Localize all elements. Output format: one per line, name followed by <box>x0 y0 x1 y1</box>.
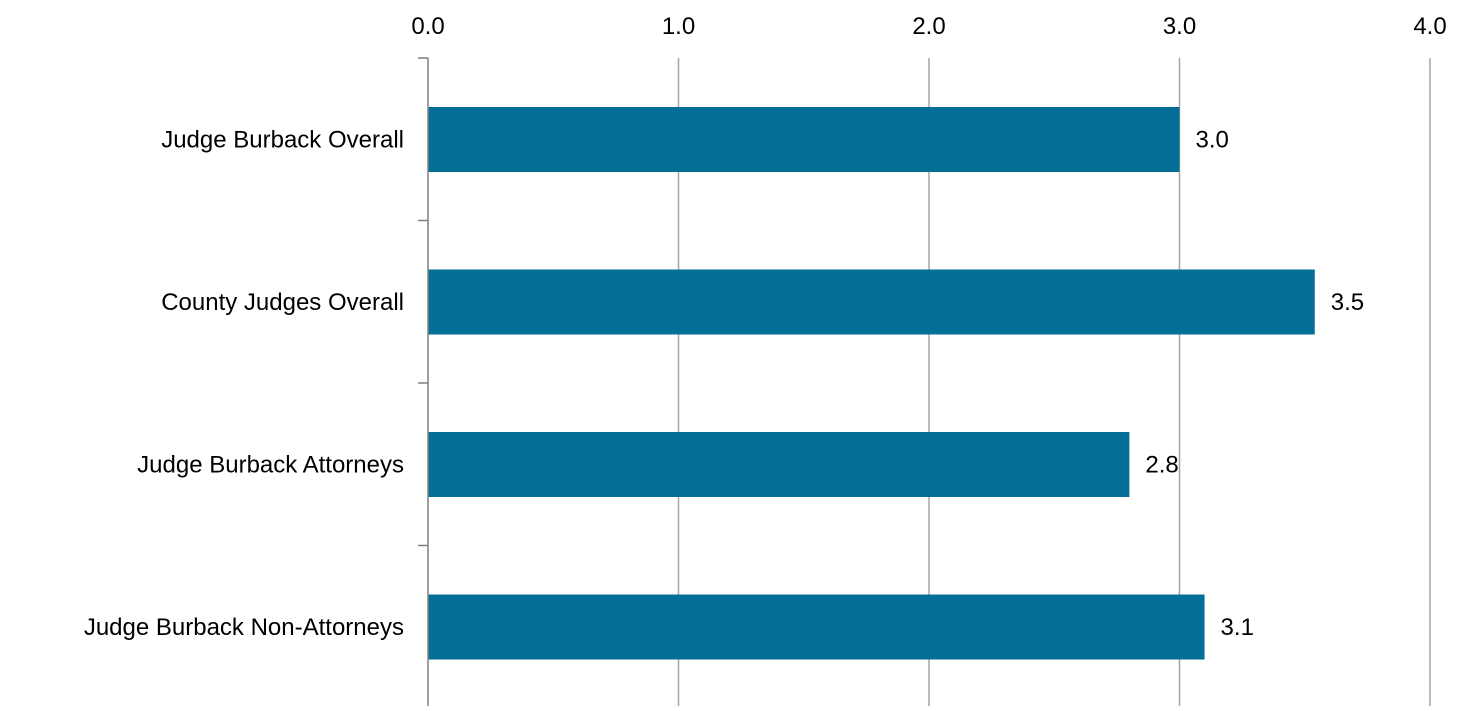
bar <box>428 594 1205 660</box>
x-tick-label: 1.0 <box>662 13 695 40</box>
category-label: Judge Burback Overall <box>161 127 404 154</box>
x-tick-label: 0.0 <box>411 13 444 40</box>
data-label: 3.0 <box>1196 127 1229 154</box>
data-label: 3.5 <box>1331 289 1364 316</box>
x-tick-label: 2.0 <box>912 13 945 40</box>
category-label: County Judges Overall <box>161 289 404 316</box>
x-tick-label: 4.0 <box>1413 13 1446 40</box>
bar <box>428 432 1130 497</box>
bar <box>428 107 1180 172</box>
axes <box>418 57 429 706</box>
data-label: 3.1 <box>1221 614 1254 641</box>
labels: 0.0 1.0 2.0 3.0 4.0 Judge Burback Overall 3.0 C… <box>84 13 1447 641</box>
x-tick-label: 3.0 <box>1163 13 1196 40</box>
data-label: 2.8 <box>1145 452 1178 479</box>
bar <box>428 269 1315 335</box>
category-label: Judge Burback Non-Attorneys <box>84 614 404 641</box>
bars <box>428 107 1315 660</box>
category-label: Judge Burback Attorneys <box>137 452 404 479</box>
